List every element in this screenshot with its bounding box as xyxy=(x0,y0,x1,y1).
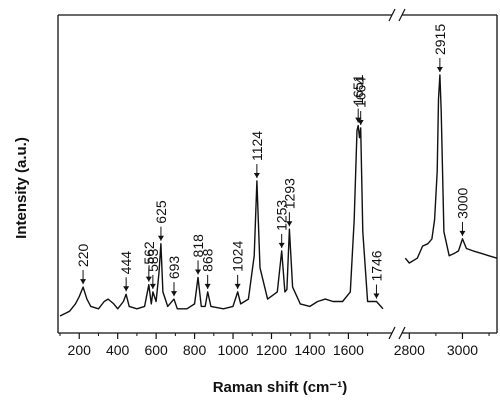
x-tick-label: 800 xyxy=(183,342,207,358)
peak-label: 562 xyxy=(141,241,157,265)
peak-arrowhead xyxy=(286,221,293,227)
peak-arrowhead xyxy=(157,235,164,241)
peak-label: 220 xyxy=(75,244,91,268)
peak-label: 3000 xyxy=(454,188,470,219)
axis-break-mark xyxy=(388,8,396,22)
peak-label: 1253 xyxy=(274,200,290,231)
peak-label: 868 xyxy=(200,248,216,272)
axis-break-mark xyxy=(398,8,406,22)
peak-arrowhead xyxy=(459,230,466,236)
peak-label: 1293 xyxy=(281,178,297,209)
x-tick-label: 2800 xyxy=(394,342,425,358)
peak-arrowhead xyxy=(204,283,211,289)
peak-arrowhead xyxy=(149,283,156,289)
peak-arrowhead xyxy=(80,279,87,285)
peak-label: 1124 xyxy=(249,131,265,161)
spectrum-line-segment-2 xyxy=(404,74,498,264)
x-tick-label: 1600 xyxy=(333,342,364,358)
x-tick-label: 1200 xyxy=(256,342,287,358)
plot-area: 200 400 600 800 1000 1200 1400 1600 2800 3000 220 4… xyxy=(57,8,498,358)
peak-label: 444 xyxy=(118,251,134,275)
peak-arrowhead xyxy=(278,242,285,248)
x-tick-label: 200 xyxy=(68,342,92,358)
x-tick-label: 1000 xyxy=(217,342,248,358)
peak-arrowhead xyxy=(234,283,241,289)
peak-arrowhead xyxy=(195,269,202,275)
x-tick-label: 1400 xyxy=(294,342,325,358)
peak-label: 1664 xyxy=(353,77,369,108)
peak-label: 1651 xyxy=(350,74,366,105)
peak-label: 1024 xyxy=(230,241,246,272)
peak-label: 693 xyxy=(166,256,182,280)
y-axis-title: Intensity (a.u.) xyxy=(13,137,30,239)
peak-arrowhead xyxy=(145,276,152,282)
x-tick-label: 400 xyxy=(106,342,130,358)
x-tick-label: 3000 xyxy=(447,342,478,358)
axis-break-mark xyxy=(388,326,396,340)
peak-arrowhead xyxy=(436,67,443,72)
peak-label: 818 xyxy=(190,234,206,258)
peak-label: 2915 xyxy=(432,24,448,55)
peak-label: 583 xyxy=(145,248,161,272)
peak-arrowhead xyxy=(171,291,178,297)
x-tick-label: 600 xyxy=(144,342,168,358)
peak-arrowhead xyxy=(357,120,364,126)
peak-arrowhead xyxy=(373,293,380,299)
x-axis-title: Raman shift (cm⁻¹) xyxy=(213,379,348,396)
spectrum-line-segment-1 xyxy=(59,124,384,317)
peak-arrowhead xyxy=(123,286,130,292)
axis-break-mark xyxy=(398,326,406,340)
peak-label: 625 xyxy=(153,200,169,224)
peak-label: 1746 xyxy=(368,250,384,281)
peak-arrowhead xyxy=(253,173,260,179)
